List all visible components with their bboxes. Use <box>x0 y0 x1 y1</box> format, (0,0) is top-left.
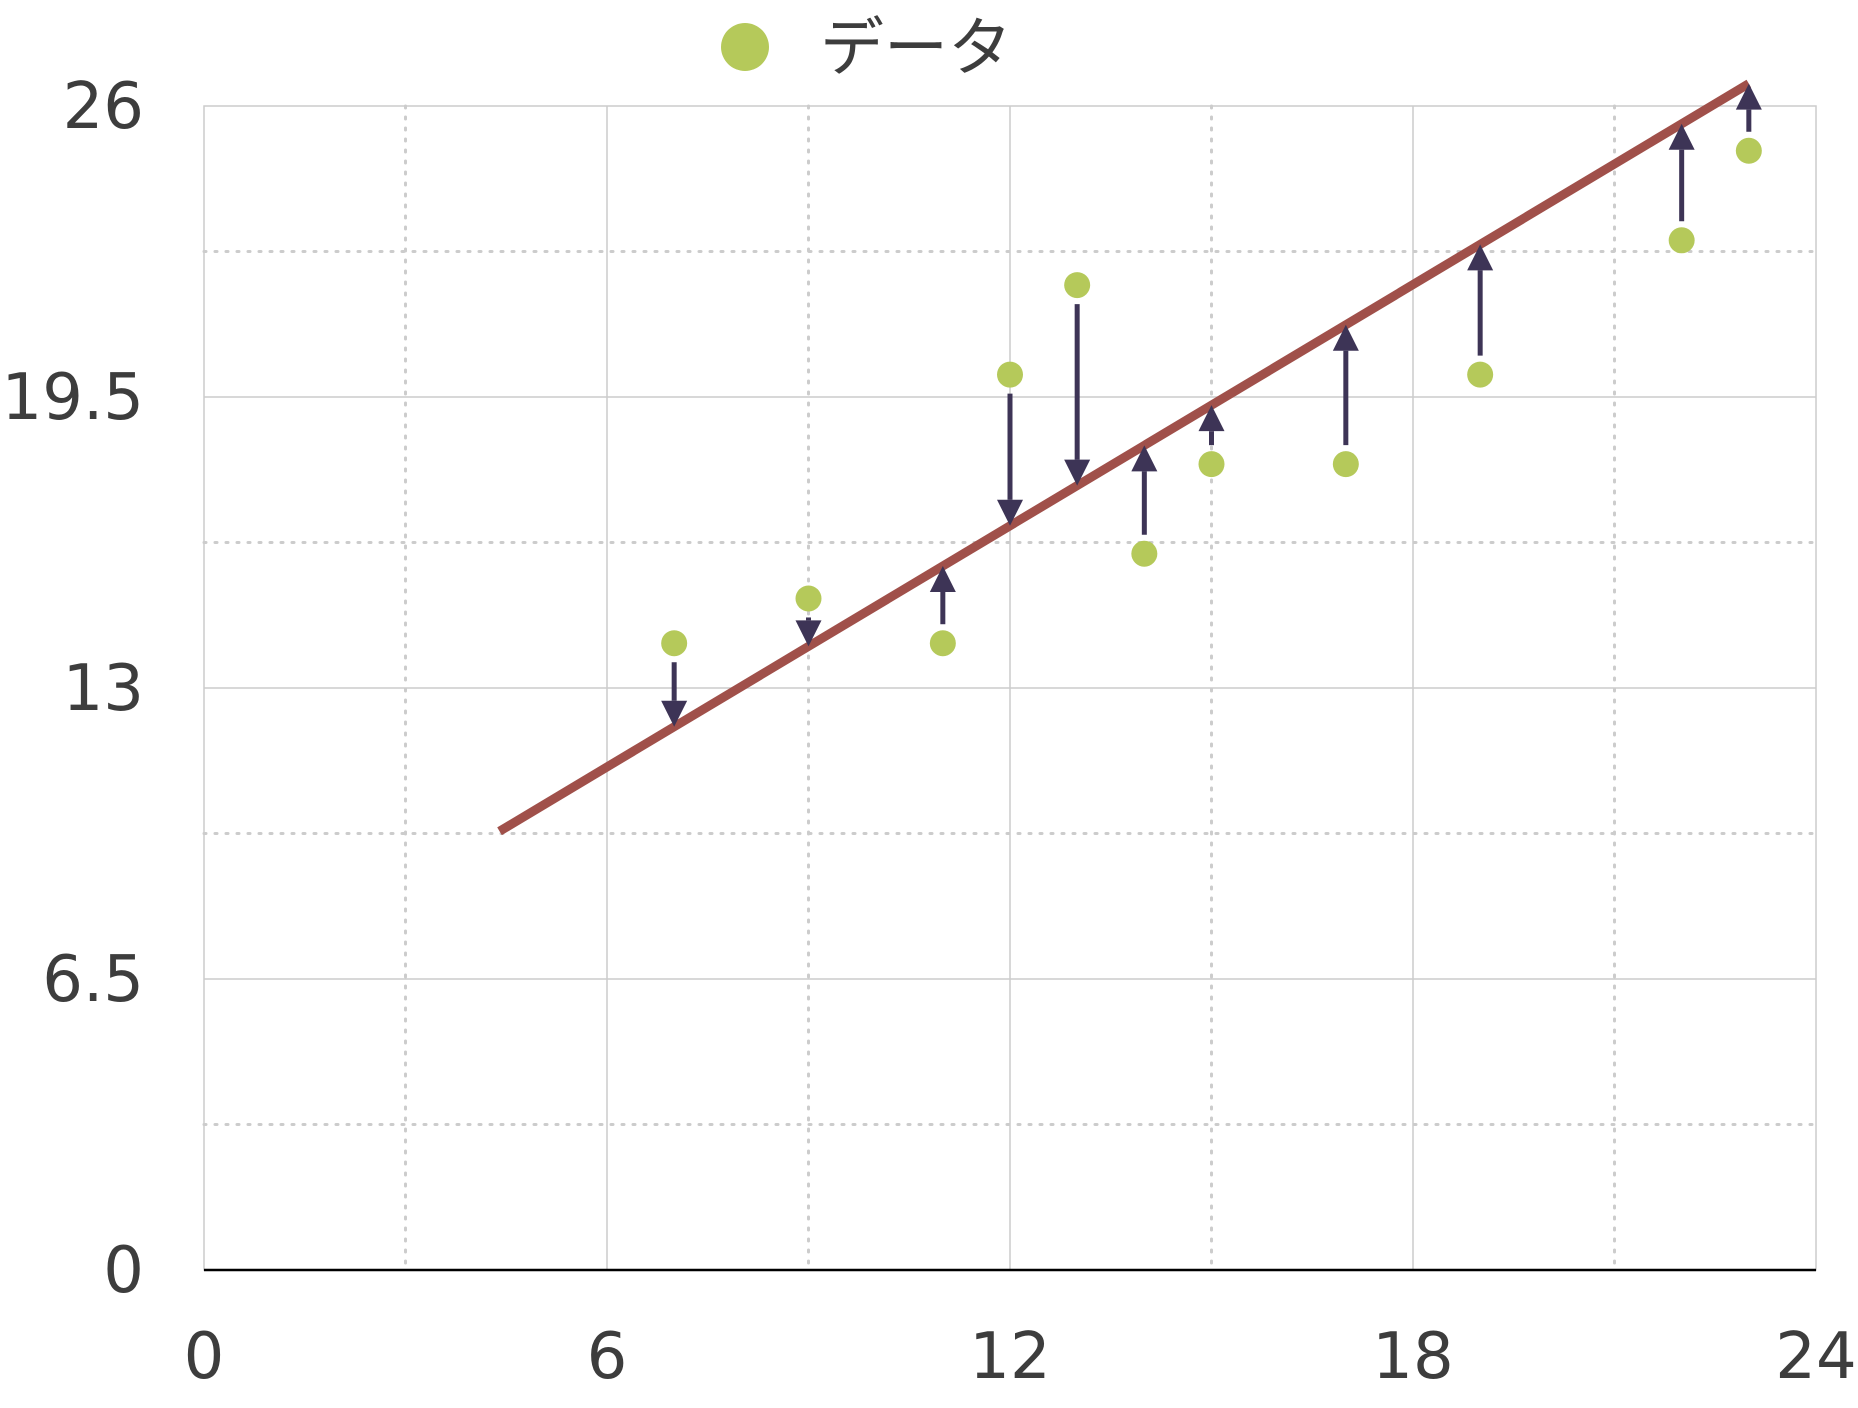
x-tick-label: 0 <box>184 1320 225 1394</box>
x-tick-label: 24 <box>1775 1320 1856 1394</box>
data-point <box>1198 451 1225 478</box>
data-point <box>1131 540 1158 567</box>
residual-arrow-head <box>1131 445 1158 472</box>
axes: 0 6 12 18 24 0 6.5 13 19.5 26 <box>2 70 1857 1394</box>
fit-line <box>497 79 1752 836</box>
legend-marker <box>721 23 769 71</box>
data-points <box>661 137 1762 657</box>
data-point <box>795 585 822 612</box>
data-point <box>997 361 1023 388</box>
y-tick-label: 0 <box>103 1234 144 1308</box>
residual-arrow-head <box>1332 324 1359 351</box>
x-tick-label: 6 <box>587 1320 628 1394</box>
residual-arrow-head <box>795 620 822 647</box>
residual-arrows <box>661 83 1762 727</box>
data-point <box>1668 227 1695 254</box>
x-tick-label: 12 <box>969 1320 1050 1394</box>
residual-arrow-head <box>1668 123 1695 150</box>
y-tick-label: 19.5 <box>2 361 145 435</box>
data-point <box>661 630 688 657</box>
data-point <box>1735 137 1762 164</box>
legend-label: データ <box>820 12 1012 86</box>
residual-arrow-head <box>997 499 1023 526</box>
residual-arrow-head <box>1198 405 1225 432</box>
data-point <box>1064 272 1091 299</box>
residual-arrow-head <box>1735 83 1762 110</box>
residual-arrow-head <box>1064 459 1091 486</box>
residual-arrow-head <box>1467 244 1494 271</box>
residual-arrow-head <box>929 565 956 592</box>
data-point <box>929 630 956 657</box>
y-tick-label: 26 <box>63 70 144 144</box>
y-tick-label: 6.5 <box>42 943 144 1017</box>
y-tick-label: 13 <box>63 652 144 726</box>
x-tick-label: 18 <box>1372 1320 1453 1394</box>
data-point <box>1332 451 1359 478</box>
residual-arrow-head <box>661 700 688 727</box>
fit-line-group <box>497 79 1752 836</box>
grid <box>202 104 1818 1272</box>
legend: データ <box>721 12 1012 86</box>
data-point <box>1467 361 1494 388</box>
